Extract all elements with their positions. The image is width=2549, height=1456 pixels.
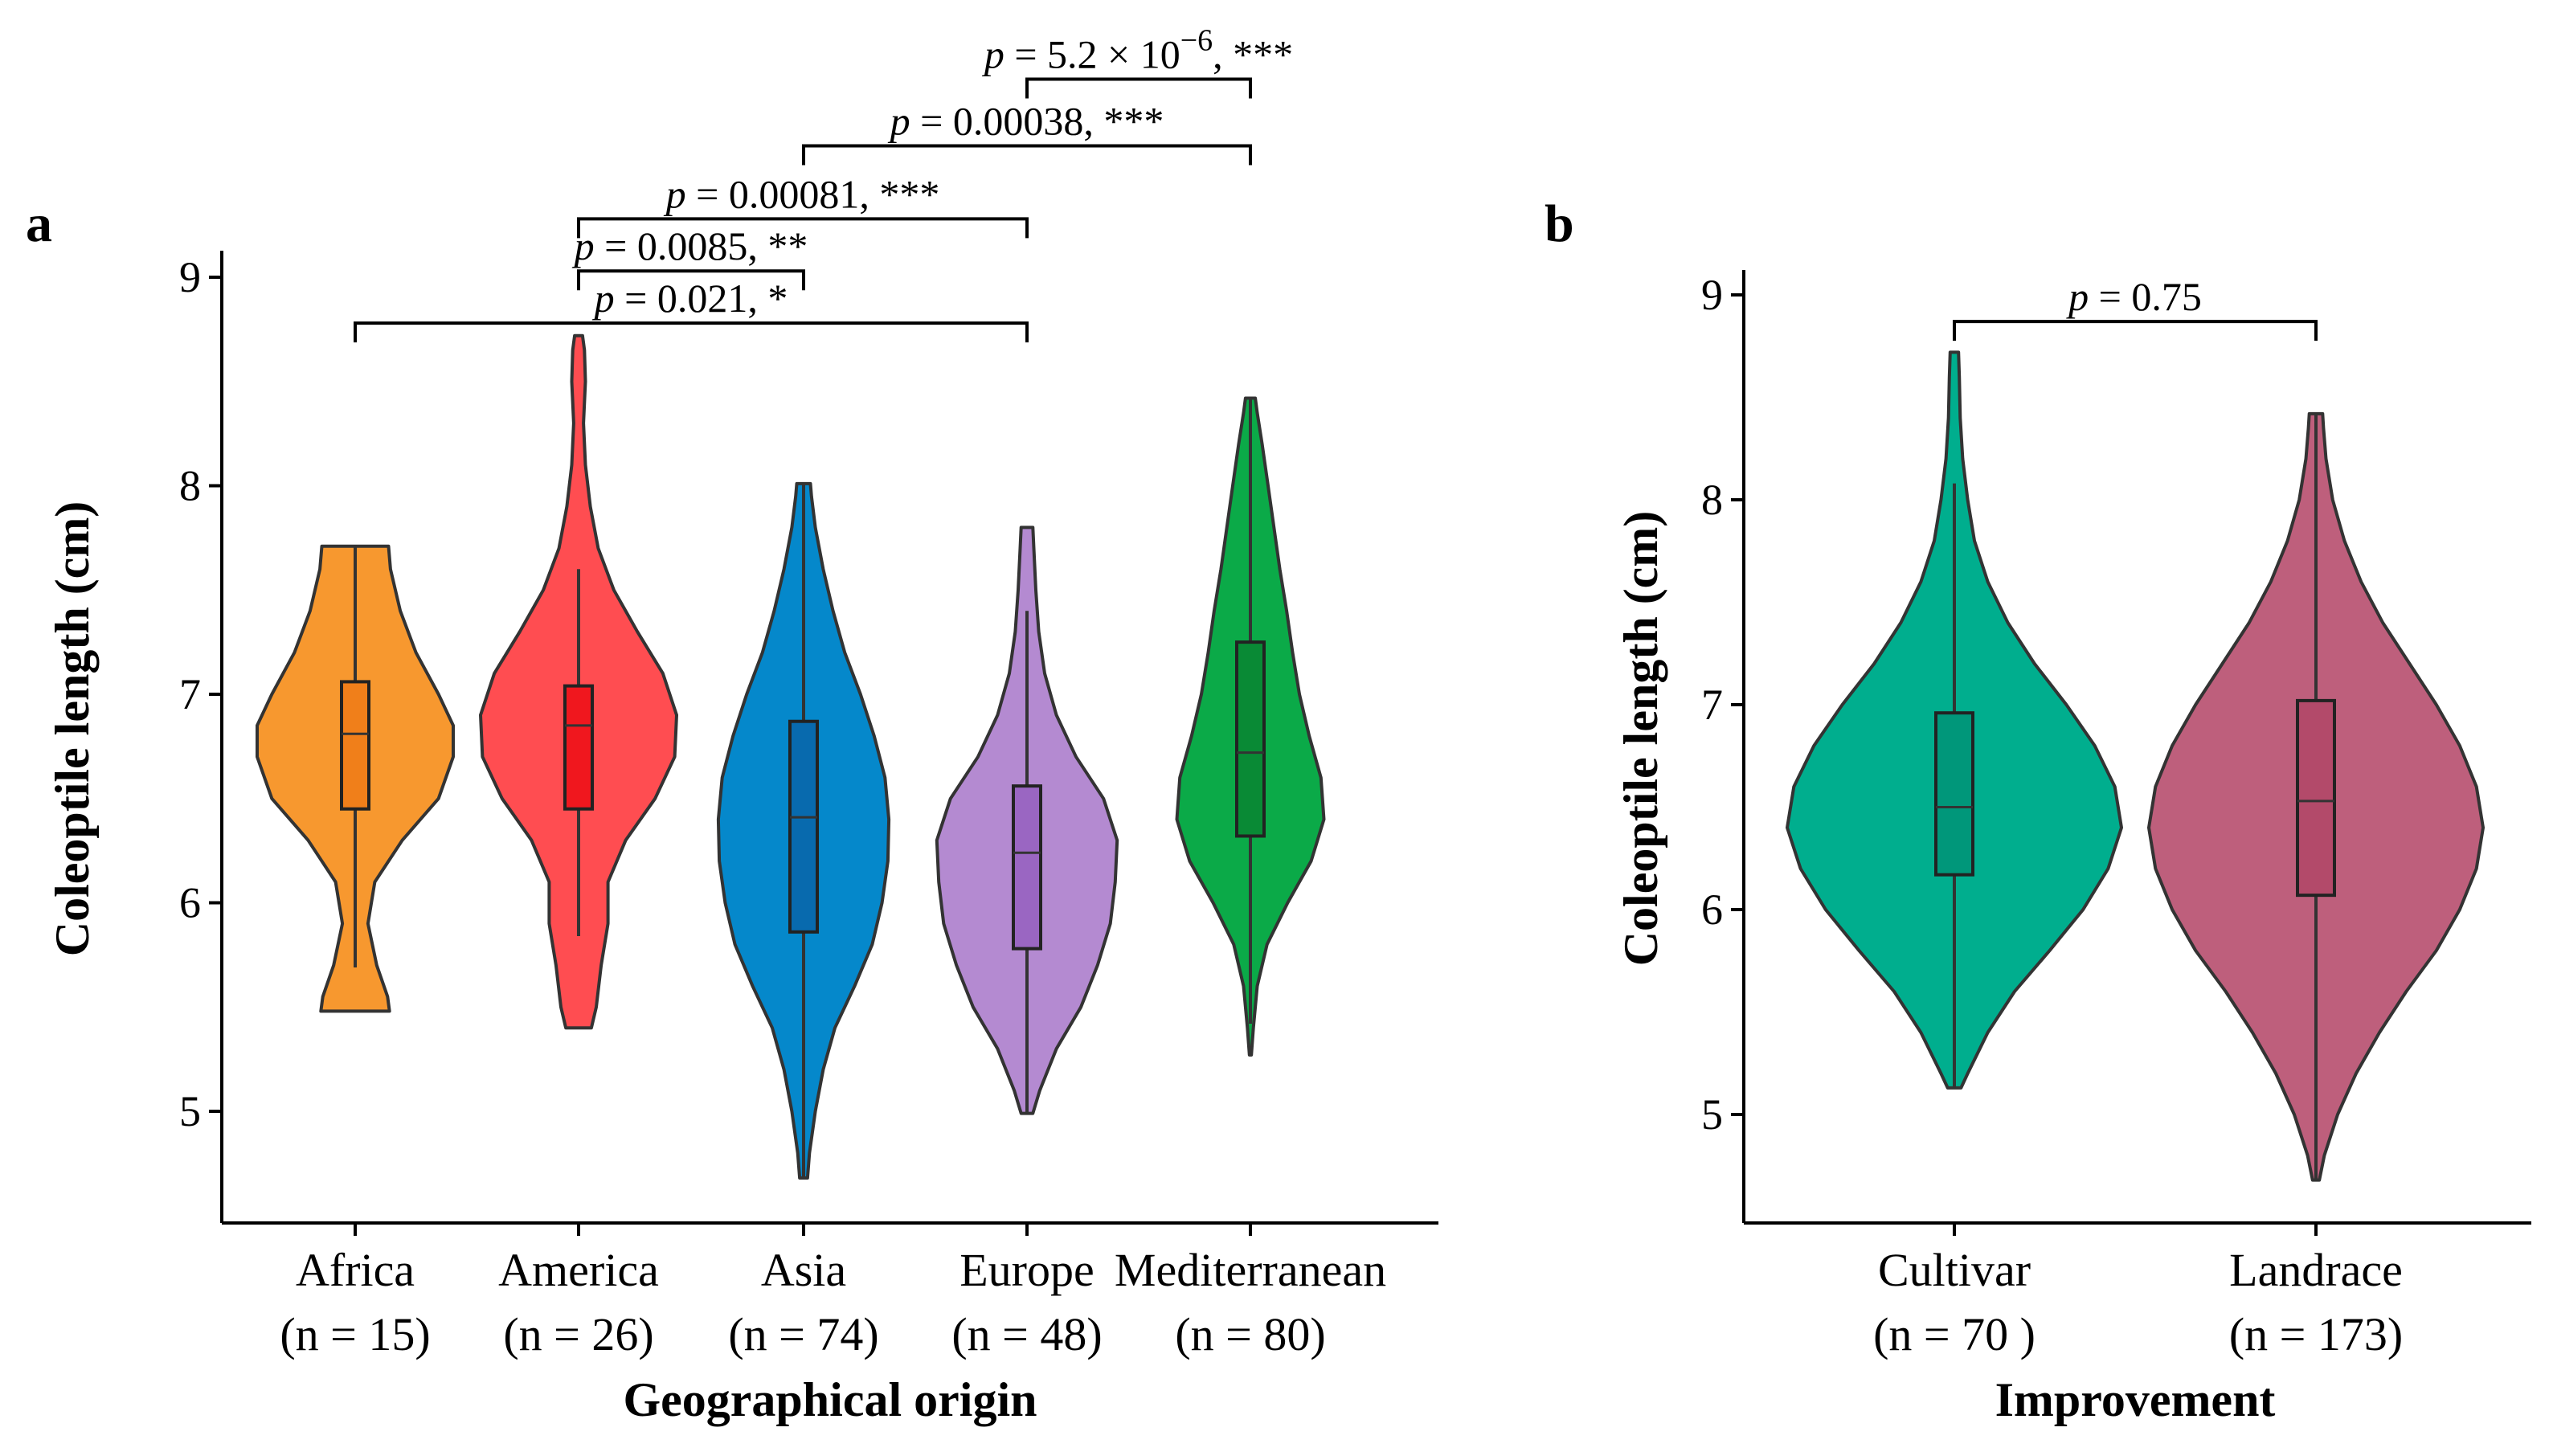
violin-group-europe: Europe (n = 48) xyxy=(935,526,1119,1360)
x-tick-label-mediterranean: Mediterranean xyxy=(1115,1244,1386,1296)
x-tick-label-asia: Asia xyxy=(761,1244,846,1296)
box-africa xyxy=(340,680,370,811)
comparison-bracket xyxy=(1025,77,1252,99)
n-label-america: (n = 26) xyxy=(503,1308,653,1360)
y-tick-label: 5 xyxy=(179,1087,201,1135)
comparison-label: p = 0.00081, *** xyxy=(664,171,940,216)
comparison-bracket xyxy=(1953,320,2318,342)
x-tick-label-europe: Europe xyxy=(959,1244,1094,1296)
box-landrace xyxy=(2296,698,2336,898)
comparison-bracket xyxy=(802,144,1252,166)
y-tick-label: 8 xyxy=(1701,476,1723,524)
y-tick-label: 7 xyxy=(1701,681,1723,729)
comparison-label: p = 0.021, * xyxy=(592,276,788,321)
panel-label: b xyxy=(1545,194,1574,253)
comparison-label: p = 0.0085, ** xyxy=(572,223,808,268)
box-america xyxy=(563,684,594,811)
comparison-america-asia: p = 0.0085, ** xyxy=(572,223,808,291)
violin-group-cultivar: Cultivar (n = 70 ) xyxy=(1786,350,2123,1360)
comparison-europe-mediterranean: p = 5.2 × 10−6, *** xyxy=(982,23,1293,99)
y-tick-label: 6 xyxy=(1701,885,1723,934)
comparison-bracket xyxy=(577,269,805,291)
y-axis-label: Coleoptile length (cm) xyxy=(46,501,99,957)
y-tick-label: 6 xyxy=(179,879,201,927)
comparison-label: p = 0.00038, *** xyxy=(888,99,1164,144)
comparison-asia-mediterranean: p = 0.00038, *** xyxy=(802,99,1252,166)
x-tick-label-cultivar: Cultivar xyxy=(1878,1244,2031,1296)
x-tick-label-america: America xyxy=(498,1244,659,1296)
violin-group-asia: Asia (n = 74) xyxy=(716,481,891,1360)
violin-group-landrace: Landrace (n = 173) xyxy=(2147,411,2485,1360)
y-tick-label: 9 xyxy=(1701,271,1723,319)
y-tick-label: 8 xyxy=(179,462,201,510)
box-mediterranean xyxy=(1235,640,1266,838)
y-axis-label: Coleoptile length (cm) xyxy=(1614,511,1667,967)
box-europe xyxy=(1012,784,1042,951)
n-label-landrace: (n = 173) xyxy=(2229,1308,2403,1360)
n-label-mediterranean: (n = 80) xyxy=(1175,1308,1325,1360)
comparison-label: p = 5.2 × 10−6, *** xyxy=(982,23,1293,76)
n-label-cultivar: (n = 70 ) xyxy=(1873,1308,2036,1360)
comparison-bracket xyxy=(577,217,1029,239)
comparison-cultivar-landrace: p = 0.75 xyxy=(1953,274,2318,342)
y-tick-label: 5 xyxy=(1701,1090,1723,1139)
box-cultivar xyxy=(1934,711,1974,877)
comparison-america-europe: p = 0.00081, *** xyxy=(577,171,1029,239)
panel-b: 5 6 7 8 9 Coleoptile length (cm) b Improvement C… xyxy=(1545,194,2531,1426)
n-label-africa: (n = 15) xyxy=(280,1308,430,1360)
y-tick-label: 7 xyxy=(179,670,201,718)
n-label-asia: (n = 74) xyxy=(728,1308,878,1360)
x-axis-label: Improvement xyxy=(1995,1373,2276,1426)
violin-group-africa: Africa (n = 15) xyxy=(256,544,455,1360)
n-label-europe: (n = 48) xyxy=(951,1308,1102,1360)
box-asia xyxy=(788,719,819,934)
comparison-africa-europe: p = 0.021, * xyxy=(354,276,1029,343)
x-tick-label-africa: Africa xyxy=(296,1244,415,1296)
violin-group-mediterranean: Mediterranean (n = 80) xyxy=(1115,396,1386,1360)
violin-group-america: America (n = 26) xyxy=(479,333,678,1360)
comparison-label: p = 0.75 xyxy=(2066,274,2202,319)
x-tick-label-landrace: Landrace xyxy=(2229,1244,2403,1296)
comparison-bracket xyxy=(354,321,1029,343)
x-axis-label: Geographical origin xyxy=(624,1373,1037,1426)
y-tick-label: 9 xyxy=(179,253,201,301)
panel-a: 5 6 7 8 9 Coleoptile length (cm) a Geographical… xyxy=(26,23,1438,1426)
panel-label: a xyxy=(26,194,52,253)
